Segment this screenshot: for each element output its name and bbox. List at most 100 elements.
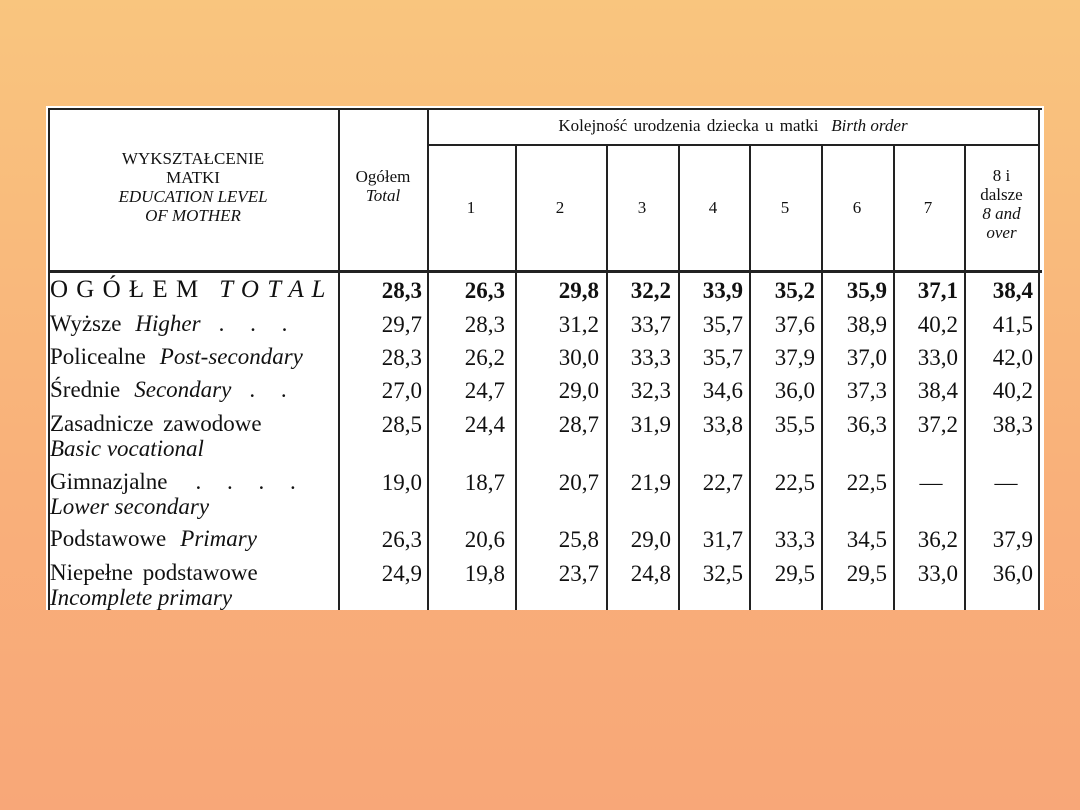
row-label-dots: . .: [249, 377, 297, 402]
value-cell: 36,2: [917, 527, 958, 552]
last-column-header-pl-2: dalsze: [980, 185, 1023, 204]
row-label-en: Post-secondary: [159, 344, 303, 369]
value-cell: 37,3: [846, 378, 887, 403]
value-cell: 40,2: [992, 378, 1033, 403]
value-cell: 24,8: [630, 561, 671, 586]
birth-order-column-2: 2: [555, 198, 565, 217]
value-cell: 26,2: [464, 345, 505, 370]
value-cell: 35,5: [774, 412, 815, 437]
education-birth-order-table: WYKSZTAŁCENIE MATKI EDUCATION LEVEL OF M…: [46, 106, 1044, 610]
row-label: Zasadnicze zawodowe: [50, 412, 262, 436]
value-cell: 22,5: [774, 470, 815, 495]
row-label: Wyższe Higher . . .: [50, 312, 297, 336]
column-divider: [821, 145, 823, 610]
birth-order-column-1: 1: [466, 198, 476, 217]
value-cell: 20,6: [464, 527, 505, 552]
column-divider: [678, 145, 680, 610]
row-label-en: Primary: [180, 526, 257, 551]
value-cell: 29,5: [846, 561, 887, 586]
value-cell: 30,0: [558, 345, 599, 370]
row-label-pl: Wyższe: [50, 311, 122, 336]
last-column-header-pl-1: 8 i: [992, 166, 1011, 185]
value-cell: 29,5: [774, 561, 815, 586]
total-header-en: Total: [365, 186, 401, 205]
value-cell: 29,0: [558, 378, 599, 403]
row-label-dots: . . . .: [195, 469, 306, 494]
value-cell: 23,7: [558, 561, 599, 586]
value-cell: 37,9: [992, 527, 1033, 552]
total-cell: 28,5: [381, 412, 422, 437]
row-label-en: Basic vocational: [50, 436, 204, 461]
education-header-pl-1: WYKSZTAŁCENIE: [121, 149, 265, 168]
row-label-pl: Policealne: [50, 344, 146, 369]
birth-order-header-divider: [428, 144, 1038, 146]
value-cell: 35,2: [774, 278, 815, 303]
value-cell: 22,7: [702, 470, 743, 495]
value-cell: 38,9: [846, 312, 887, 337]
value-cell: 28,3: [464, 312, 505, 337]
row-label-pl: Podstawowe: [50, 526, 167, 551]
total-cell: 19,0: [381, 470, 422, 495]
value-cell: —: [994, 470, 1018, 495]
value-cell: 38,4: [917, 378, 958, 403]
total-cell: 27,0: [381, 378, 422, 403]
value-cell: 33,7: [630, 312, 671, 337]
value-cell: 35,7: [702, 345, 743, 370]
value-cell: 24,7: [464, 378, 505, 403]
row-label-pl: Średnie: [50, 377, 121, 402]
value-cell: 37,9: [774, 345, 815, 370]
value-cell: 29,0: [630, 527, 671, 552]
education-header-en-1: EDUCATION LEVEL: [118, 187, 268, 206]
birth-order-column-7: 7: [923, 198, 933, 217]
value-cell: 37,1: [917, 278, 958, 303]
row-label-en: Incomplete primary: [50, 585, 233, 610]
value-cell: 25,8: [558, 527, 599, 552]
row-label-en: Lower secondary: [50, 494, 210, 519]
last-column-header-en-2: over: [986, 223, 1017, 242]
value-cell: 32,5: [702, 561, 743, 586]
total-cell: 28,3: [381, 278, 422, 303]
table-left-border: [48, 108, 50, 610]
row-label-en: T O T A L: [219, 276, 327, 303]
table-top-border: [48, 108, 1042, 110]
value-cell: 38,4: [992, 278, 1033, 303]
education-header-pl-2: MATKI: [166, 168, 220, 187]
value-cell: 34,5: [846, 527, 887, 552]
column-divider: [427, 108, 429, 610]
value-cell: 32,3: [630, 378, 671, 403]
birth-order-column-6: 6: [852, 198, 862, 217]
row-label: Policealne Post-secondary: [50, 345, 303, 369]
row-label: Niepełne podstawowe: [50, 561, 258, 585]
value-cell: 21,9: [630, 470, 671, 495]
column-divider: [515, 145, 517, 610]
value-cell: 33,3: [630, 345, 671, 370]
total-cell: 26,3: [381, 527, 422, 552]
value-cell: 31,2: [558, 312, 599, 337]
total-cell: 28,3: [381, 345, 422, 370]
row-label-pl: Zasadnicze zawodowe: [50, 411, 262, 436]
value-cell: 28,7: [558, 412, 599, 437]
last-column-header-en-1: 8 and: [982, 204, 1021, 223]
total-header-pl: Ogółem: [355, 167, 411, 186]
row-label-dots: . . .: [218, 311, 298, 336]
value-cell: 33,3: [774, 527, 815, 552]
row-label-pl: Gimnazjalne: [50, 469, 168, 494]
column-divider: [749, 145, 751, 610]
header-bottom-border: [48, 270, 1042, 273]
total-header: Ogółem Total: [339, 167, 427, 205]
value-cell: 24,4: [464, 412, 505, 437]
value-cell: 36,0: [992, 561, 1033, 586]
value-cell: 32,2: [630, 278, 671, 303]
value-cell: 33,0: [917, 345, 958, 370]
value-cell: 35,7: [702, 312, 743, 337]
row-label-pl: O G Ó Ł E M: [50, 276, 200, 303]
value-cell: 36,0: [774, 378, 815, 403]
value-cell: 36,3: [846, 412, 887, 437]
value-cell: 37,2: [917, 412, 958, 437]
value-cell: 33,9: [702, 278, 743, 303]
row-label: Gimnazjalne . . . .: [50, 470, 306, 494]
table-right-border: [1038, 108, 1040, 610]
value-cell: 34,6: [702, 378, 743, 403]
value-cell: 35,9: [846, 278, 887, 303]
